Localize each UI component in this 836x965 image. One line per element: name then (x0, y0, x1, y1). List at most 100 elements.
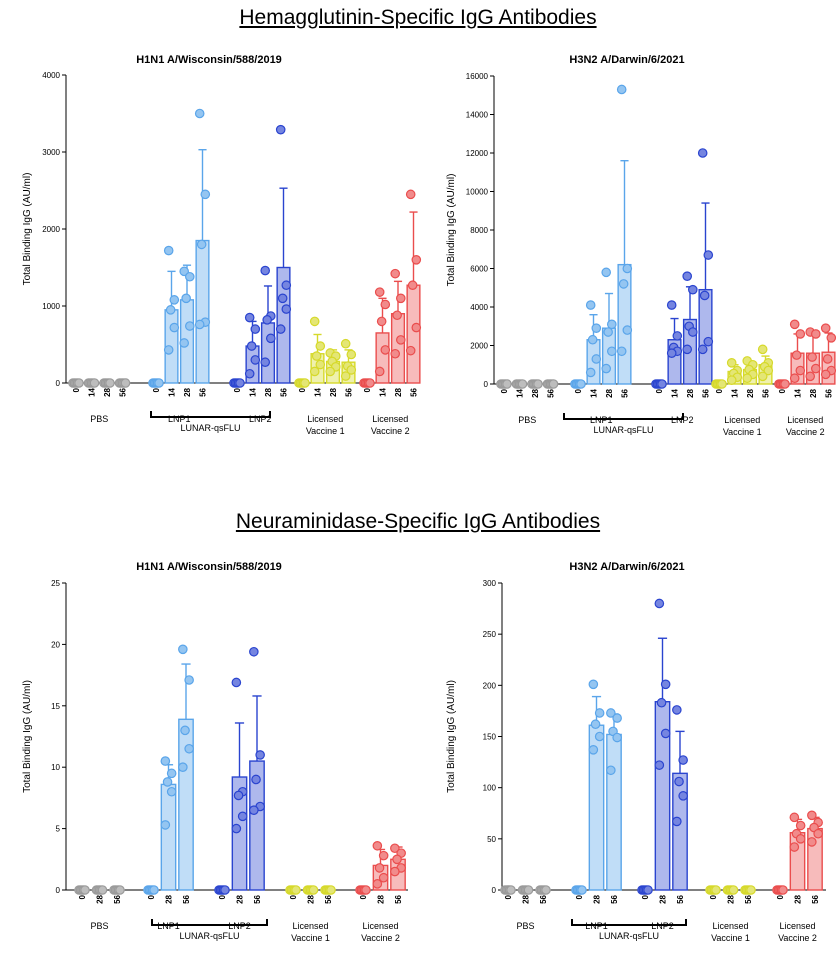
group-label: Vaccine 2 (778, 933, 817, 943)
chart-title: H1N1 A/Wisconsin/588/2019 (136, 54, 282, 66)
data-point (606, 346, 617, 357)
data-point (780, 379, 790, 389)
data-point (260, 357, 271, 368)
data-point (795, 834, 806, 844)
group-label: LNP2 (249, 414, 272, 424)
group-label: Vaccine 1 (723, 427, 762, 437)
data-point (231, 677, 242, 688)
day-tick-label: 28 (746, 388, 755, 397)
day-tick-label: 14 (249, 387, 258, 396)
data-point (120, 378, 131, 388)
data-point (588, 745, 599, 755)
group-label: Vaccine 1 (711, 933, 750, 943)
y-tick-label: 150 (483, 733, 497, 742)
y-tick-label: 20 (51, 640, 60, 649)
data-point (315, 341, 326, 351)
day-tick-label: 28 (96, 894, 105, 903)
day-tick-label: 0 (500, 388, 509, 393)
y-tick-label: 100 (483, 784, 497, 793)
data-point (237, 811, 248, 822)
group-label: Licensed (712, 921, 748, 931)
data-point (378, 872, 389, 883)
data-point (374, 287, 385, 297)
data-point (660, 728, 671, 739)
data-point (672, 816, 682, 827)
data-point (184, 271, 195, 282)
data-point (325, 366, 336, 377)
day-tick-label: 0 (575, 894, 584, 899)
section-title-neuraminidase: Neuraminidase-Specific IgG Antibodies (235, 510, 601, 533)
data-point (378, 850, 389, 861)
day-tick-label: 56 (253, 894, 262, 903)
data-point (601, 363, 612, 374)
y-tick-label: 5 (56, 825, 61, 834)
group-label: PBS (518, 415, 536, 425)
bar-lnp2-day-56 (672, 772, 688, 891)
day-tick-label: 56 (702, 388, 711, 397)
data-point (742, 373, 753, 384)
data-point (194, 108, 205, 119)
day-tick-label: 0 (504, 894, 513, 899)
data-point (374, 366, 385, 377)
day-tick-label: 28 (809, 388, 818, 397)
y-tick-label: 4000 (42, 71, 60, 80)
day-tick-label: 0 (289, 894, 298, 899)
y-tick-label: 12000 (466, 149, 489, 158)
data-point (80, 885, 90, 895)
group-label: Licensed (779, 921, 815, 931)
bar-lnp1-day-28 (160, 783, 177, 891)
data-point (717, 379, 727, 389)
data-point (162, 777, 173, 787)
day-tick-label: 0 (152, 387, 161, 392)
data-point (372, 879, 383, 889)
y-axis-label: Total Binding IgG (AU/ml) (22, 680, 33, 793)
day-tick-label: 0 (655, 388, 664, 393)
data-point (97, 885, 108, 895)
data-point (728, 885, 739, 895)
day-tick-label: 14 (794, 388, 803, 397)
lunar-bracket (571, 919, 687, 926)
day-tick-label: 56 (113, 894, 122, 903)
data-point (585, 367, 596, 378)
data-point (249, 805, 259, 815)
group-label: Licensed (372, 414, 408, 424)
data-point (249, 646, 259, 657)
y-tick-label: 25 (51, 579, 60, 588)
data-point (601, 267, 612, 278)
bar-licensed-vaccine-2-day-28 (390, 313, 406, 384)
data-point (585, 300, 596, 310)
data-point (346, 349, 357, 360)
day-tick-label: 56 (345, 387, 354, 396)
data-point (594, 731, 605, 742)
data-point (576, 379, 586, 389)
y-tick-label: 10000 (466, 188, 489, 197)
data-point (200, 189, 211, 200)
group-label: Licensed (724, 415, 760, 425)
data-point (622, 263, 633, 274)
group-label: Vaccine 1 (306, 426, 345, 436)
data-point (807, 810, 817, 821)
data-point (311, 351, 322, 361)
chart-h1n1-hemagglutinin: H1N1 A/Wisconsin/588/2019 Total Binding I… (22, 54, 422, 436)
day-tick-label: 14 (731, 388, 740, 397)
group-label: Licensed (292, 921, 328, 931)
data-point (115, 885, 125, 895)
data-point (643, 885, 653, 895)
chart-h3n2-neuraminidase: H3N2 A/Darwin/6/2021 Total Binding IgG (A… (446, 561, 826, 943)
data-point (372, 840, 383, 851)
data-point (616, 84, 627, 95)
bar-lnp1-day-56 (195, 239, 210, 384)
day-tick-label: 28 (659, 894, 668, 903)
data-point (260, 265, 271, 276)
chart-title: H1N1 A/Wisconsin/588/2019 (136, 561, 282, 573)
data-point (726, 375, 737, 385)
data-point (666, 300, 677, 310)
data-point (588, 679, 599, 690)
data-point (666, 348, 677, 358)
y-tick-label: 50 (487, 835, 496, 844)
data-point (606, 708, 616, 718)
day-tick-label: 56 (547, 388, 556, 397)
day-tick-label: 28 (605, 388, 614, 397)
data-point (244, 368, 255, 379)
data-point (533, 379, 543, 389)
